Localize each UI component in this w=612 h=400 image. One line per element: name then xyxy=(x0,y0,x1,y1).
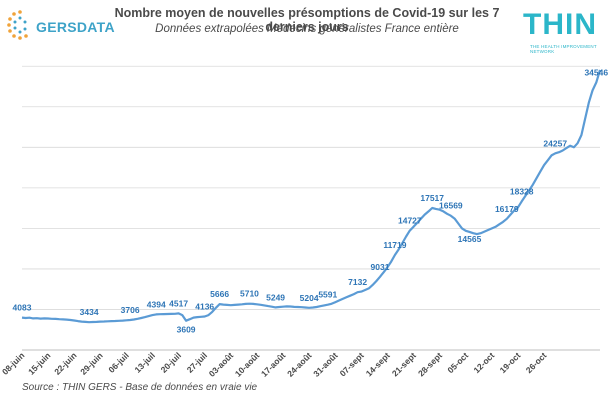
data-label: 34546 xyxy=(584,67,608,77)
data-label: 3706 xyxy=(121,305,140,315)
data-label: 5591 xyxy=(318,290,337,300)
x-tick-label: 12-oct xyxy=(471,350,496,375)
x-tick-label: 19-oct xyxy=(498,350,523,375)
thin-logo-tagline: THE HEALTH IMPROVEMENT NETWORK xyxy=(530,44,597,54)
series-line xyxy=(21,69,602,324)
x-tick-label: 22-juin xyxy=(52,350,78,376)
data-label: 18328 xyxy=(510,186,534,196)
data-label: 16569 xyxy=(439,201,463,211)
data-label: 4517 xyxy=(169,298,188,308)
x-tick-label: 17-août xyxy=(259,350,288,379)
x-tick-label: 06-juil xyxy=(106,350,130,374)
data-label: 24257 xyxy=(543,138,567,148)
data-label: 5204 xyxy=(300,293,319,303)
data-label: 5710 xyxy=(240,289,259,299)
data-label: 5249 xyxy=(266,292,285,302)
data-label: 5666 xyxy=(210,289,229,299)
gersdata-logo-text: GERSDATA xyxy=(36,19,115,35)
x-tick-label: 29-juin xyxy=(78,350,104,376)
data-label: 11719 xyxy=(383,240,406,250)
x-tick-label: 08-juin xyxy=(0,350,26,376)
chart-subtitle: Données extrapolées Médecins généraliste… xyxy=(155,23,459,35)
data-label: 17517 xyxy=(420,193,444,203)
source-note: Source : THIN GERS - Base de données en … xyxy=(22,382,258,393)
x-tick-label: 21-sept xyxy=(390,350,418,378)
x-tick-label: 24-août xyxy=(285,350,314,379)
thin-logo: THIN THE HEALTH IMPROVEMENT NETWORK xyxy=(523,6,606,54)
data-label: 4083 xyxy=(13,303,32,313)
x-tick-label: 20-juil xyxy=(159,350,183,374)
chart-title: Nombre moyen de nouvelles présomptions d… xyxy=(114,6,500,34)
x-tick-label: 28-sept xyxy=(416,350,444,378)
x-tick-label: 27-juil xyxy=(185,350,209,374)
x-tick-label: 15-juin xyxy=(26,350,52,376)
data-label: 7132 xyxy=(348,277,367,287)
x-tick-label: 13-juil xyxy=(132,350,156,374)
dots-logo-icon xyxy=(7,10,28,40)
data-label: 4394 xyxy=(147,299,166,309)
x-tick-label: 03-août xyxy=(207,350,236,379)
x-tick-label: 26-oct xyxy=(524,350,549,375)
data-label: 14565 xyxy=(458,234,482,244)
data-label: 9031 xyxy=(371,262,390,272)
data-label: 3434 xyxy=(80,307,99,317)
data-label: 14727 xyxy=(398,216,422,226)
x-tick-label: 31-août xyxy=(311,350,340,379)
data-label: 4136 xyxy=(195,301,214,311)
thin-logo-text: THIN xyxy=(523,8,597,41)
x-tick-label: 07-sept xyxy=(338,350,366,378)
x-tick-label: 05-oct xyxy=(445,350,470,375)
x-tick-label: 14-sept xyxy=(364,350,392,378)
gersdata-logo: GERSDATA xyxy=(6,8,115,42)
x-tick-label: 10-août xyxy=(233,350,262,379)
data-label: 16179 xyxy=(495,204,519,214)
data-label: 3609 xyxy=(177,325,196,335)
